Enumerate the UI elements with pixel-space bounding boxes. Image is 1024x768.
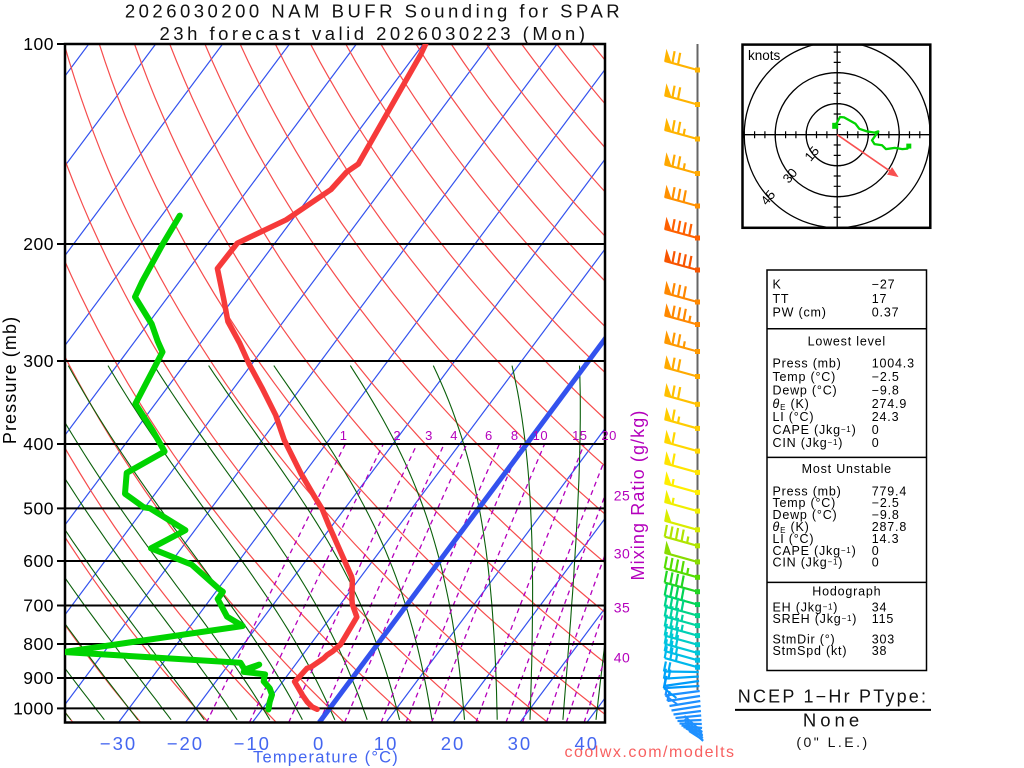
svg-text:15: 15 xyxy=(572,428,587,443)
svg-text:LI (°C): LI (°C) xyxy=(773,410,815,424)
svg-text:30: 30 xyxy=(508,733,533,754)
svg-text:Mixing Ratio (g/kg): Mixing Ratio (g/kg) xyxy=(628,410,648,581)
svg-text:25: 25 xyxy=(614,488,631,504)
svg-text:−20: −20 xyxy=(167,733,204,754)
svg-text:−30: −30 xyxy=(100,733,137,754)
svg-text:coolwx.com/modelts: coolwx.com/modelts xyxy=(564,744,735,761)
svg-text:115: 115 xyxy=(872,612,894,626)
svg-text:700: 700 xyxy=(23,596,54,616)
svg-text:NCEP 1−Hr PType:: NCEP 1−Hr PType: xyxy=(738,686,928,706)
svg-text:CAPE (Jkg−1): CAPE (Jkg−1) xyxy=(773,423,857,437)
svg-text:Temp (°C): Temp (°C) xyxy=(773,496,837,510)
svg-text:0: 0 xyxy=(872,556,880,570)
svg-text:3: 3 xyxy=(425,428,433,443)
svg-text:Press (mb): Press (mb) xyxy=(773,485,842,499)
svg-text:EH (Jkg−1): EH (Jkg−1) xyxy=(773,600,839,614)
svg-text:StmDir (°): StmDir (°) xyxy=(773,633,836,647)
svg-text:30: 30 xyxy=(614,546,631,562)
svg-text:20: 20 xyxy=(601,428,616,443)
svg-text:LI (°C): LI (°C) xyxy=(773,532,815,546)
svg-text:(0" L.E.): (0" L.E.) xyxy=(796,734,869,750)
svg-text:Most Unstable: Most Unstable xyxy=(802,462,892,476)
svg-text:14.3: 14.3 xyxy=(872,532,900,546)
svg-text:200: 200 xyxy=(23,234,54,254)
svg-text:10: 10 xyxy=(533,428,548,443)
svg-text:Hodograph: Hodograph xyxy=(812,585,881,599)
svg-text:40: 40 xyxy=(575,733,600,754)
svg-text:303: 303 xyxy=(872,633,895,647)
svg-text:CIN (Jkg−1): CIN (Jkg−1) xyxy=(773,556,844,570)
svg-text:100: 100 xyxy=(23,34,54,54)
svg-text:1004.3: 1004.3 xyxy=(872,357,915,371)
svg-text:Dewp (°C): Dewp (°C) xyxy=(773,508,838,522)
svg-text:20: 20 xyxy=(441,733,466,754)
svg-text:PW (cm): PW (cm) xyxy=(773,306,827,320)
svg-text:0.37: 0.37 xyxy=(872,306,900,320)
svg-text:−9.8: −9.8 xyxy=(872,383,900,397)
svg-text:knots: knots xyxy=(748,48,781,63)
svg-text:274.9: 274.9 xyxy=(872,397,907,411)
svg-text:CIN (Jkg−1): CIN (Jkg−1) xyxy=(773,436,844,450)
svg-text:800: 800 xyxy=(23,634,54,654)
svg-text:500: 500 xyxy=(23,499,54,519)
svg-text:0: 0 xyxy=(872,436,880,450)
svg-text:600: 600 xyxy=(23,551,54,571)
svg-text:4: 4 xyxy=(450,428,458,443)
svg-text:35: 35 xyxy=(614,600,631,616)
svg-text:1000: 1000 xyxy=(13,699,54,719)
svg-text:17: 17 xyxy=(872,292,888,306)
svg-text:Pressure (mb): Pressure (mb) xyxy=(0,316,20,444)
svg-text:779.4: 779.4 xyxy=(872,485,907,499)
svg-text:23h forecast valid 2026030223: 23h forecast valid 2026030223 (Mon) xyxy=(160,23,589,44)
svg-text:40: 40 xyxy=(614,650,631,666)
svg-text:K: K xyxy=(773,278,782,292)
svg-text:−27: −27 xyxy=(872,278,896,292)
svg-text:None: None xyxy=(803,709,863,730)
svg-text:StmSpd (kt): StmSpd (kt) xyxy=(773,644,848,658)
svg-text:8: 8 xyxy=(511,428,519,443)
svg-text:34: 34 xyxy=(872,600,888,614)
svg-text:−9.8: −9.8 xyxy=(872,508,900,522)
svg-text:Temp (°C): Temp (°C) xyxy=(773,370,837,384)
svg-text:1: 1 xyxy=(340,428,348,443)
svg-text:Lowest level: Lowest level xyxy=(808,334,886,348)
svg-text:Temperature (°C): Temperature (°C) xyxy=(253,749,399,767)
svg-text:0: 0 xyxy=(872,423,880,437)
svg-text:10: 10 xyxy=(374,733,399,754)
svg-text:TT: TT xyxy=(773,292,790,306)
svg-text:Press (mb): Press (mb) xyxy=(773,357,842,371)
svg-text:6: 6 xyxy=(485,428,493,443)
svg-text:38: 38 xyxy=(872,644,888,658)
svg-text:Dewp (°C): Dewp (°C) xyxy=(773,383,838,397)
svg-text:CAPE (Jkg−1): CAPE (Jkg−1) xyxy=(773,544,857,558)
svg-text:0: 0 xyxy=(872,544,880,558)
svg-text:287.8: 287.8 xyxy=(872,520,907,534)
svg-text:SREH (Jkg−1): SREH (Jkg−1) xyxy=(773,612,858,626)
svg-text:900: 900 xyxy=(23,668,54,688)
svg-text:0: 0 xyxy=(313,733,325,754)
svg-text:−10: −10 xyxy=(234,733,271,754)
svg-text:−2.5: −2.5 xyxy=(872,370,900,384)
svg-text:24.3: 24.3 xyxy=(872,410,900,424)
svg-text:2026030200 NAM BUFR Sounding f: 2026030200 NAM BUFR Sounding for SPAR xyxy=(125,1,623,22)
svg-text:2: 2 xyxy=(393,428,401,443)
svg-text:300: 300 xyxy=(23,351,54,371)
svg-text:−2.5: −2.5 xyxy=(872,496,900,510)
svg-text:400: 400 xyxy=(23,434,54,454)
